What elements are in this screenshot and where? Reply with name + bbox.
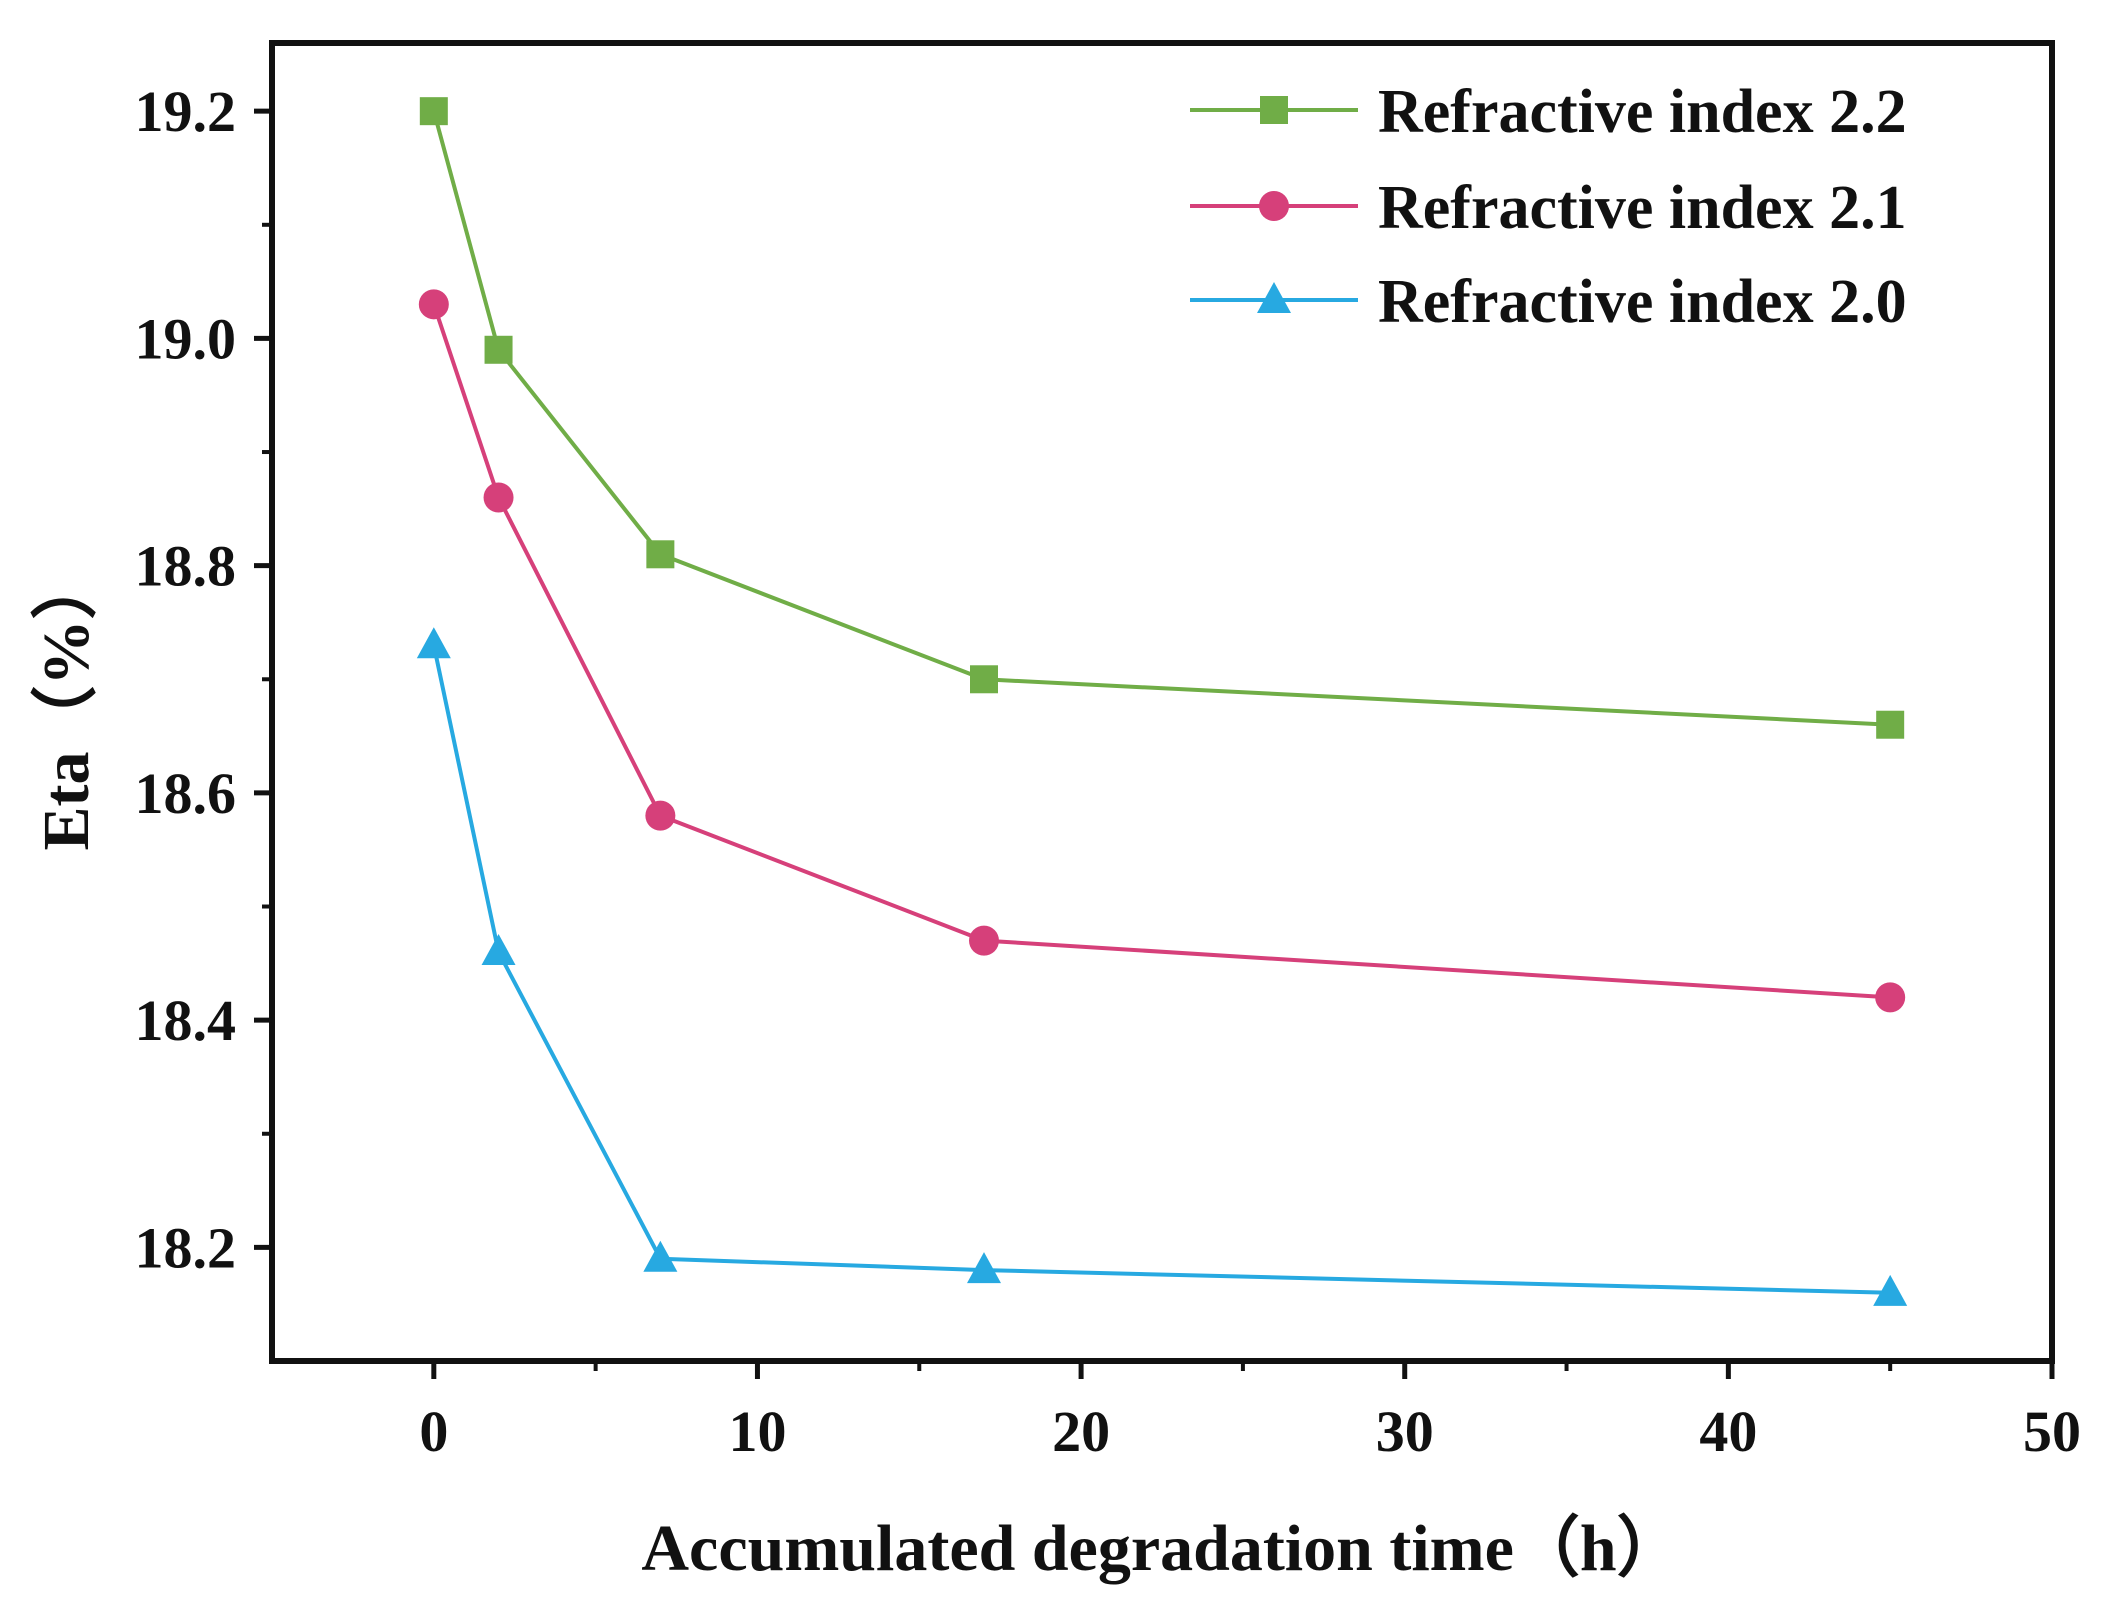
legend: Refractive index 2.2 Refractive index 2.1… <box>1190 78 1907 336</box>
data-point-s2-1 <box>481 933 516 965</box>
data-point-s0-4 <box>1876 710 1905 739</box>
data-point-s1-3 <box>969 925 999 956</box>
legend-label-2: Refractive index 2.0 <box>1378 268 1907 336</box>
data-point-s0-0 <box>419 97 448 126</box>
legend-label-1: Refractive index 2.1 <box>1378 174 1907 242</box>
data-point-s1-1 <box>483 482 514 513</box>
x-tick-label: 40 <box>1699 1399 1757 1464</box>
data-point-s2-4 <box>1873 1274 1908 1306</box>
legend-marker-2 <box>1257 282 1291 313</box>
plot-frame <box>269 40 2055 1364</box>
data-point-s2-2 <box>643 1240 678 1272</box>
series-markers <box>416 97 1908 1306</box>
y-tick-label: 18.4 <box>135 988 237 1053</box>
legend-label-0: Refractive index 2.2 <box>1378 78 1907 146</box>
series-line-2 <box>431 644 1891 1295</box>
data-point-s1-2 <box>645 800 676 831</box>
axis-tick-labels: 0 10 20 30 40 50 18.2 18.4 18.6 18.8 19.0 19.2 <box>135 79 2082 1464</box>
data-point-s2-0 <box>416 627 451 659</box>
y-tick-label: 18.6 <box>135 761 237 826</box>
legend-marker-0 <box>1260 96 1288 124</box>
x-tick-label: 20 <box>1052 1399 1110 1464</box>
data-point-s0-3 <box>970 665 998 694</box>
y-tick-label: 18.8 <box>135 534 237 599</box>
axis-ticks <box>254 108 2055 1379</box>
series-line-1 <box>431 303 1891 1000</box>
y-tick-label: 19.0 <box>135 306 237 371</box>
data-point-s2-3 <box>967 1252 1001 1284</box>
y-axis-title: Eta（%） <box>29 554 103 851</box>
data-point-s1-0 <box>418 289 449 320</box>
x-tick-label: 30 <box>1376 1399 1434 1464</box>
data-point-s0-2 <box>646 540 675 569</box>
data-point-s1-4 <box>1875 982 1906 1013</box>
x-tick-label: 0 <box>419 1399 448 1464</box>
data-point-s0-1 <box>484 335 513 364</box>
x-tick-label: 50 <box>2023 1399 2081 1464</box>
x-tick-label: 10 <box>728 1399 786 1464</box>
y-tick-label: 19.2 <box>135 79 237 144</box>
legend-marker-1 <box>1259 191 1289 221</box>
y-tick-label: 18.2 <box>135 1215 237 1280</box>
x-axis-title: Accumulated degradation time（h） <box>641 1511 1682 1585</box>
